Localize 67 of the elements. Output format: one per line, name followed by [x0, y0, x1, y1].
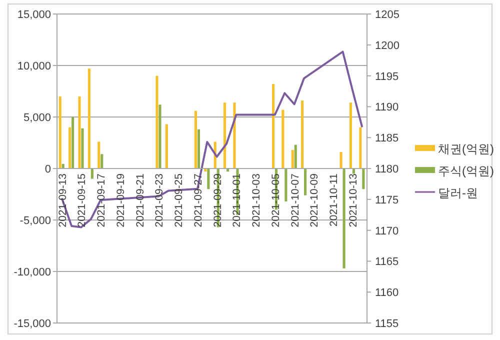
bar [359, 127, 362, 168]
bar [272, 84, 275, 168]
legend-label: 달러-원 [438, 186, 478, 200]
y2-tick-label: 1195 [375, 70, 399, 83]
y2-tick-label: 1185 [375, 132, 399, 145]
x-tick-label: 2021-09-25 [173, 173, 186, 228]
x-tick-label: 2021-09-29 [212, 173, 224, 228]
x-tick-label: 2021-10-03 [250, 173, 263, 228]
bar [362, 168, 365, 190]
x-tick-label: 2021-10-13 [347, 173, 360, 228]
y2-tick-label: 1200 [375, 40, 400, 52]
bar [58, 96, 62, 168]
x-tick-label: 2021-09-15 [76, 173, 88, 228]
x-tick-label: 2021-10-11 [328, 173, 340, 226]
bar [340, 152, 342, 168]
x-tick-label: 2021-09-21 [134, 173, 146, 228]
bar [294, 144, 297, 168]
x-tick-label: 2021-09-13 [56, 173, 69, 228]
y-tick-label: 0 [44, 164, 51, 176]
bar [233, 102, 236, 168]
y2-tick-label: 1155 [375, 318, 399, 330]
x-tick-label: 2021-09-17 [96, 173, 108, 228]
y-tick-label: -15,000 [14, 318, 51, 330]
bar [342, 168, 346, 268]
x-tick-label: 2021-10-05 [270, 173, 282, 228]
bar [72, 117, 74, 168]
x-tick-label: 2021-09-19 [114, 173, 127, 228]
legend-label: 채권(억원) [438, 142, 494, 156]
legend-label: 주식(억원) [438, 164, 494, 178]
y2-tick-label: 1170 [375, 225, 399, 238]
y-tick-label: 10,000 [17, 60, 51, 72]
y2-tick-label: 1175 [375, 194, 399, 206]
bar [207, 168, 210, 190]
bar [165, 124, 168, 168]
bar [349, 102, 352, 168]
y-tick-label: 15,000 [17, 9, 51, 21]
bar [224, 102, 226, 168]
y2-tick-label: 1205 [375, 9, 400, 21]
bar [98, 142, 100, 168]
bar [156, 76, 158, 168]
line-series [60, 50, 364, 228]
y-tick-label: -10,000 [14, 266, 51, 278]
bar [90, 168, 94, 179]
bar [284, 168, 288, 202]
y2-tick-label: 1180 [375, 164, 399, 176]
bar [301, 100, 304, 168]
x-tick-label: 2021-09-27 [192, 173, 204, 228]
bar [158, 104, 162, 168]
bar [291, 150, 294, 168]
x-tick-label: 2021-10-09 [308, 173, 321, 228]
y2-tick-label: 1190 [375, 102, 399, 114]
x-tick-label: 2021-10-07 [289, 173, 302, 228]
bar [100, 154, 104, 168]
y-tick-label: 5,000 [23, 112, 51, 124]
bar [88, 68, 90, 168]
bar [78, 96, 81, 168]
y-tick-label: -5,000 [20, 215, 51, 227]
bar [282, 110, 284, 168]
bar [194, 110, 198, 168]
bar [197, 129, 200, 168]
x-tick-label: 2021-09-23 [154, 173, 166, 228]
bar [68, 127, 72, 168]
bar [304, 168, 307, 196]
y2-tick-label: 1160 [375, 287, 399, 300]
y2-tick-label: 1165 [375, 256, 399, 268]
x-tick-label: 2021-10-01 [231, 173, 244, 228]
bar [81, 128, 84, 168]
